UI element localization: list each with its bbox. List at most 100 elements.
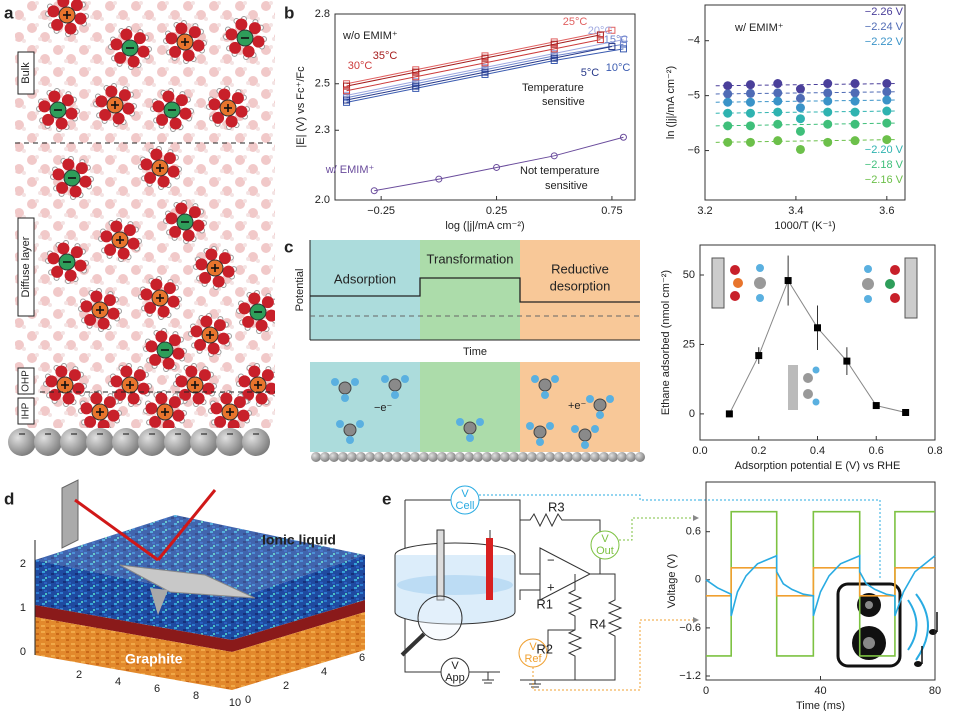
surface-atom [500,452,510,462]
ethane-icon [864,295,872,303]
surface-atom [617,452,627,462]
plot-frame [704,4,906,201]
hydrogen [273,310,275,316]
plot-frame [334,13,636,201]
y-tick-label: 0.6 [686,526,701,538]
surface-atom [599,452,609,462]
y-tick-label: 2.3 [315,124,330,136]
oxygen [127,392,140,405]
oxygen [248,365,261,378]
oxygen [95,95,108,108]
hydrogen [273,383,275,389]
signal-link [532,617,699,691]
fit-line [715,110,895,114]
point [773,88,783,98]
point [823,119,833,129]
point [550,152,558,160]
resistor-label: R1 [536,596,553,611]
panel-letter: e [382,489,391,508]
oxygen [192,392,205,405]
surface-atom [320,452,330,462]
oxygen [122,102,135,115]
point [481,68,489,76]
phase-block [420,240,520,340]
signal-link [700,499,881,580]
molecule [476,418,484,426]
series-line [705,554,936,617]
oxygen [55,365,68,378]
oxygen [97,317,110,330]
ethane-icon [864,265,872,273]
resistor-label: R3 [548,499,565,514]
legend-label: −2.16 V [865,174,904,186]
molecule [356,420,364,428]
surface-atom [410,452,420,462]
series-label: 10°C [606,62,631,74]
oxygen [118,89,131,102]
carbon-sphere [242,428,270,456]
oxygen [72,382,85,395]
oxygen [222,265,235,278]
point [773,136,783,146]
oxygen [107,409,120,422]
point [745,97,755,107]
point [608,26,616,34]
point [882,106,892,116]
annotation: w/ EMIM⁺ [734,22,784,34]
surface-atom [572,452,582,462]
oxygen [212,111,225,124]
oxygen [202,382,215,395]
oxygen [74,12,87,25]
y-tick-label: 25 [683,338,695,350]
meter-name: Out [596,545,614,557]
x-tick-label: −0.25 [367,205,395,217]
x-tick-label: 40 [814,685,826,697]
oxygen [227,419,240,428]
point [872,402,880,410]
oxygen [168,334,181,347]
oxygen [133,369,146,382]
point [596,31,604,39]
point [723,121,733,131]
series-line [706,566,935,597]
molecule [463,421,477,435]
electrolyte [397,575,513,595]
y-tick-label: 4 [321,666,327,678]
molecule [586,395,594,403]
y-tick-label: 2.0 [315,194,330,206]
oxygen [213,319,226,332]
oxygen [194,338,207,351]
series-label: 35°C [373,50,398,62]
point [550,54,558,62]
oxygen [120,28,133,41]
x-tick-label: 3.6 [879,205,894,217]
point [773,107,783,117]
point [481,59,489,67]
molecule [526,422,534,430]
point [619,133,627,141]
point [608,43,616,51]
x-tick-label: 8 [193,690,199,702]
point [795,84,805,94]
meter-app [440,657,470,687]
molecule [331,378,339,386]
point [723,108,733,118]
surface-atom [536,452,546,462]
molecule [578,428,592,442]
surface-atom [365,452,375,462]
point [823,96,833,106]
oxygen [235,105,248,118]
front-face [35,560,232,640]
oxygen [238,302,251,315]
layer-box [17,217,35,317]
axis-label: Time [463,346,487,358]
surface [311,375,645,462]
layer-label: OHP [21,370,32,392]
oxygen [64,269,77,282]
ethane-icon [812,398,820,406]
oxygen [218,252,231,265]
fit-line [715,83,895,87]
point [745,121,755,131]
ethane-icon [862,278,874,290]
x-tick-label: 4 [115,676,121,688]
